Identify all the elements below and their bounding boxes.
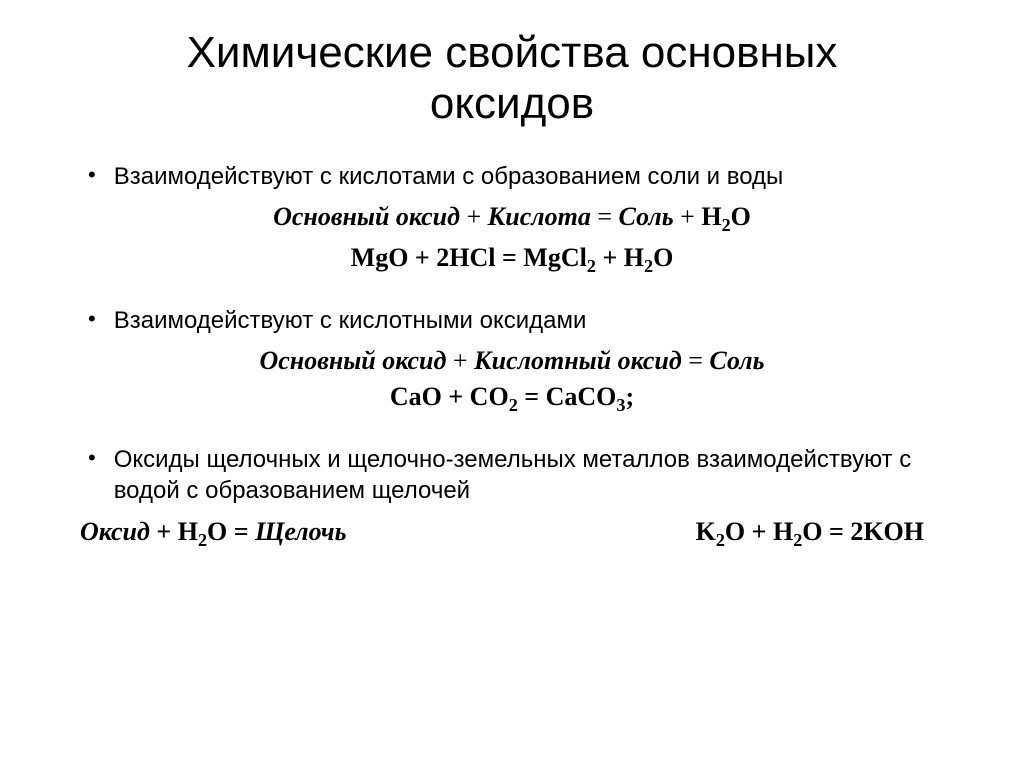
bullet-marker: • [88,161,96,190]
title-line-1: Химические свойства основных [187,28,838,77]
title-line-2: оксидов [430,79,594,128]
chem-formula-3: K2O + H2O = 2KOH [696,517,924,551]
bullet-item-3: • Оксиды щелочных и щелочно-земельных ме… [60,444,964,506]
bullet-text-2: Взаимодействуют с кислотными оксидами [114,305,587,336]
chem-formula-2: CaO + CO2 = CaCO3; [60,382,964,416]
word-formula-3: Оксид + H2O = Щелочь [80,517,346,551]
formula-row-3: Оксид + H2O = Щелочь K2O + H2O = 2KOH [60,517,964,551]
word-formula-2: Основный оксид + Кислотный оксид = Соль [60,346,964,376]
bullet-marker: • [88,444,96,473]
chem-formula-1: MgO + 2HCl = MgCl2 + H2O [60,243,964,277]
bullet-text-3: Оксиды щелочных и щелочно-земельных мета… [114,444,964,506]
bullet-text-1: Взаимодействуют с кислотами с образовани… [114,161,784,192]
word-formula-1: Основный оксид + Кислота = Соль + H2O [60,202,964,236]
bullet-item-1: • Взаимодействуют с кислотами с образова… [60,161,964,192]
page-title: Химические свойства основных оксидов [60,28,964,129]
bullet-marker: • [88,305,96,334]
bullet-item-2: • Взаимодействуют с кислотными оксидами [60,305,964,336]
